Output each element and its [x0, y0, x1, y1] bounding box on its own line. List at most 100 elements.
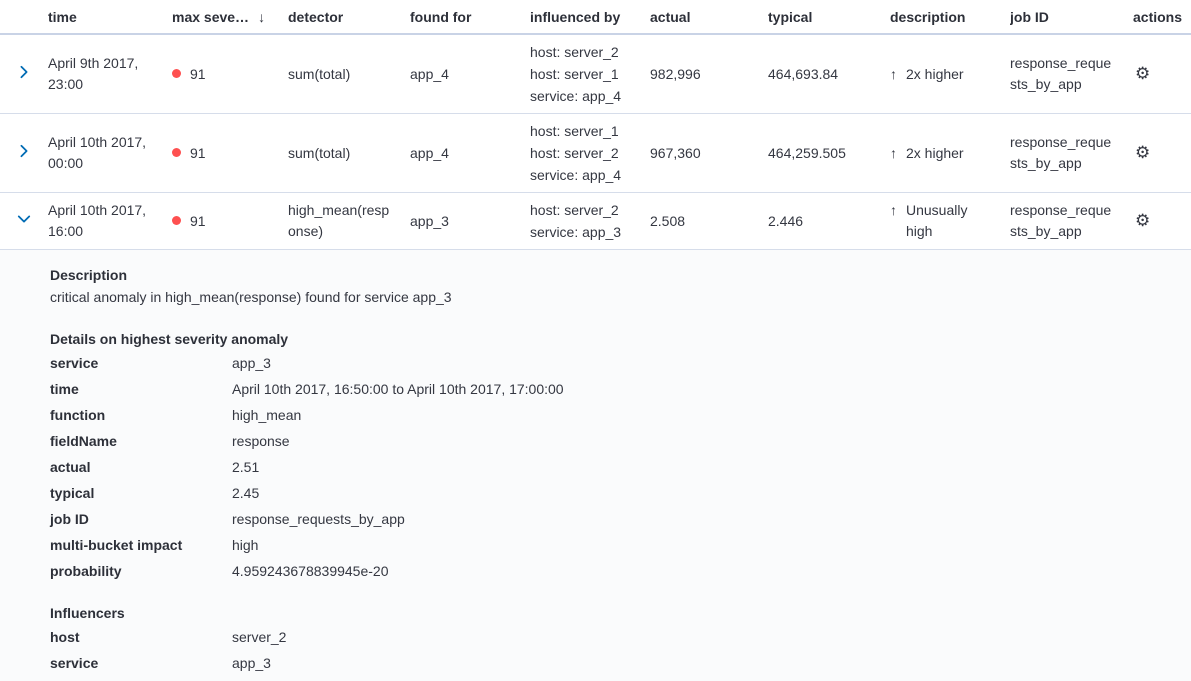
- header-description[interactable]: description: [890, 0, 1010, 35]
- header-typical[interactable]: typical: [768, 0, 890, 35]
- collapse-row-button[interactable]: [15, 210, 33, 228]
- job-id-cell: response_requests_by_app: [1010, 113, 1133, 193]
- row-actions-button[interactable]: ⚙: [1133, 143, 1152, 164]
- sort-down-icon[interactable]: ↓: [258, 8, 266, 25]
- time-cell: April 9th 2017, 23:00: [48, 55, 139, 92]
- detail-label: multi-bucket impact: [50, 537, 183, 553]
- table-row: April 10th 2017, 00:00 91 sum(total) app…: [0, 113, 1191, 193]
- detail-row: job ID response_requests_by_app: [50, 506, 1171, 532]
- detail-value: response: [232, 433, 290, 449]
- severity-cell: 91: [172, 192, 288, 250]
- influencer-row: host server_2: [50, 624, 1171, 650]
- influencers-heading: Influencers: [50, 605, 125, 621]
- header-actual[interactable]: actual: [650, 0, 768, 35]
- expander-cell: [0, 192, 48, 250]
- header-job-id-label: job ID: [1010, 8, 1049, 25]
- gear-icon: ⚙: [1135, 210, 1151, 231]
- severity-dot-icon: [172, 216, 181, 226]
- description-text: Unusually high: [906, 202, 968, 239]
- header-actual-label: actual: [650, 8, 691, 25]
- detail-row: multi-bucket impact high: [50, 532, 1171, 558]
- influencer-line: service: app_4: [530, 167, 622, 183]
- typical-cell: 2.446: [768, 192, 890, 250]
- influenced-by-cell: host: server_1 host: server_2 service: a…: [530, 113, 650, 193]
- detail-label: typical: [50, 485, 95, 501]
- found-for-cell: app_4: [410, 113, 530, 193]
- description-cell: ↑ 2x higher: [890, 34, 1010, 114]
- header-detector[interactable]: detector: [288, 0, 410, 35]
- detail-label: fieldName: [50, 433, 117, 449]
- detail-label: probability: [50, 563, 122, 579]
- detail-value: 4.959243678839945e-20: [232, 563, 389, 579]
- arrow-up-icon: ↑: [890, 144, 897, 161]
- description-heading: Description: [50, 267, 128, 283]
- actions-cell: ⚙: [1133, 113, 1191, 193]
- severity-value: 91: [190, 212, 206, 229]
- description-cell: ↑ 2x higher: [890, 113, 1010, 193]
- influencer-label: service: [50, 655, 99, 671]
- job-id-cell: response_requests_by_app: [1010, 192, 1133, 250]
- influencer-row: service app_3: [50, 650, 1171, 676]
- detail-value: high: [232, 537, 259, 553]
- actual-cell: 982,996: [650, 65, 701, 82]
- header-actions: actions: [1133, 0, 1191, 35]
- details-heading: Details on highest severity anomaly: [50, 331, 289, 347]
- found-for-cell: app_3: [410, 192, 530, 250]
- detail-row: service app_3: [50, 350, 1171, 376]
- detector-cell: high_mean(response): [288, 192, 410, 250]
- header-found-for-label: found for: [410, 8, 472, 25]
- detector-cell: sum(total): [288, 113, 410, 193]
- influencer-line: service: app_4: [530, 88, 622, 104]
- influencer-value: server_2: [232, 629, 287, 645]
- detail-value: high_mean: [232, 407, 302, 423]
- header-description-label: description: [890, 8, 966, 25]
- actual-cell: 967,360: [650, 113, 768, 193]
- time-cell: April 10th 2017, 00:00: [48, 113, 172, 193]
- detail-label: actual: [50, 459, 91, 475]
- expanded-detail-row: Description critical anomaly in high_mea…: [0, 249, 1191, 681]
- detector-cell: sum(total): [288, 65, 351, 82]
- detail-label: service: [50, 355, 99, 371]
- severity-value: 91: [190, 65, 206, 82]
- header-expander: [0, 0, 48, 35]
- description-text: 2x higher: [906, 144, 964, 161]
- header-time[interactable]: time: [48, 0, 172, 35]
- header-max-severity[interactable]: max seve… ↓: [172, 0, 288, 35]
- expand-row-button[interactable]: [15, 142, 33, 160]
- detail-label: function: [50, 407, 106, 423]
- description-cell: ↑ Unusually high: [890, 192, 1010, 250]
- typical-cell: 464,259.505: [768, 113, 890, 193]
- detail-value: 2.45: [232, 485, 260, 501]
- influencer-line: service: app_3: [530, 224, 622, 240]
- actual-cell: 2.508: [650, 192, 768, 250]
- influencer-line: host: server_2: [530, 202, 619, 218]
- header-time-label: time: [48, 8, 77, 25]
- influencer-label: host: [50, 629, 80, 645]
- anomaly-description: critical anomaly in high_mean(response) …: [50, 289, 452, 305]
- influenced-by-cell: host: server_2 host: server_1 service: a…: [530, 34, 650, 114]
- chevron-right-icon: [20, 144, 28, 158]
- influencer-line: host: server_1: [530, 66, 619, 82]
- typical-cell: 464,693.84: [768, 65, 839, 82]
- detail-row: fieldName response: [50, 428, 1171, 454]
- severity-value: 91: [190, 144, 206, 161]
- detail-value: April 10th 2017, 16:50:00 to April 10th …: [232, 381, 564, 397]
- detail-row: time April 10th 2017, 16:50:00 to April 1…: [50, 376, 1171, 402]
- row-actions-button[interactable]: ⚙: [1133, 64, 1152, 85]
- header-job-id[interactable]: job ID: [1010, 0, 1133, 35]
- row-actions-button[interactable]: ⚙: [1133, 211, 1152, 232]
- arrow-up-icon: ↑: [890, 202, 897, 218]
- gear-icon: ⚙: [1135, 63, 1151, 84]
- severity-dot-icon: [172, 148, 181, 158]
- header-influenced-by[interactable]: influenced by: [530, 0, 650, 35]
- table-row: April 9th 2017, 23:00 91 sum(total) app_…: [0, 34, 1191, 114]
- detail-row: actual 2.51: [50, 454, 1171, 480]
- header-found-for[interactable]: found for: [410, 0, 530, 35]
- severity-cell: 91: [172, 113, 288, 193]
- expanded-detail-panel: Description critical anomaly in high_mea…: [0, 249, 1191, 681]
- expand-row-button[interactable]: [15, 63, 33, 81]
- gear-icon: ⚙: [1135, 142, 1151, 163]
- expander-cell: [0, 34, 48, 114]
- influencer-line: host: server_2: [530, 44, 619, 60]
- found-for-cell: app_4: [410, 65, 449, 82]
